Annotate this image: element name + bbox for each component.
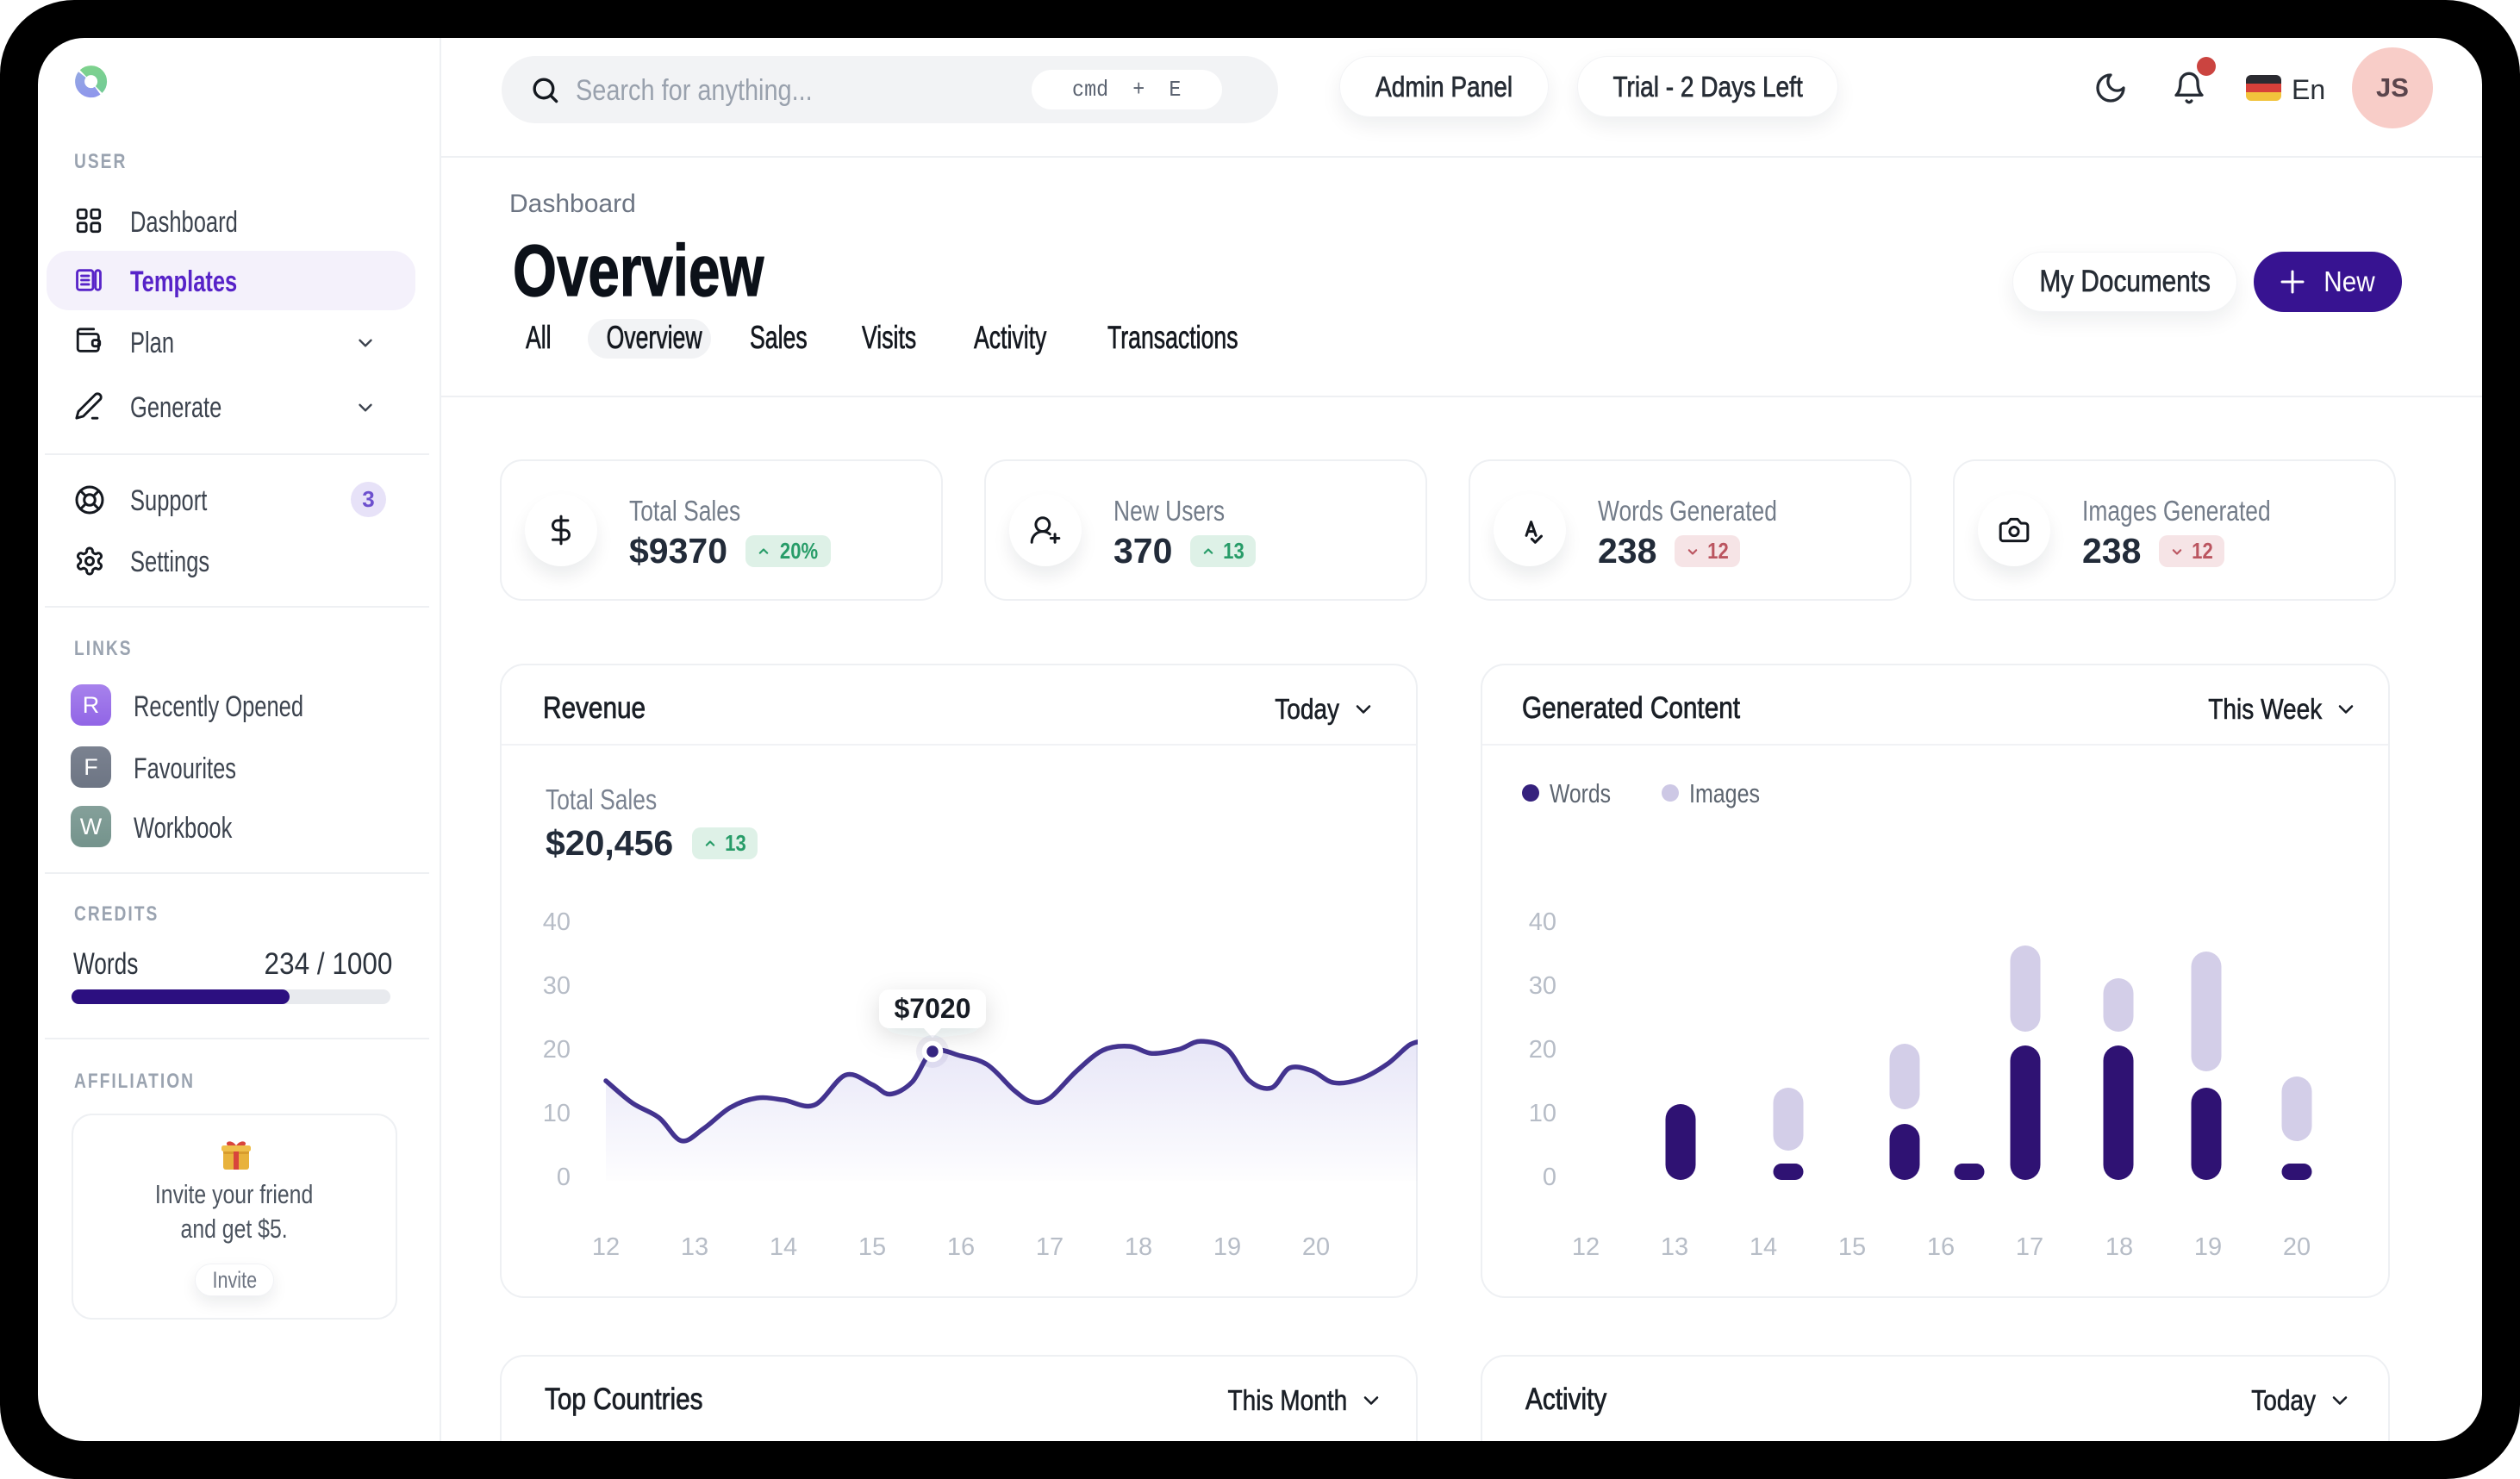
svg-text:18: 18 (1125, 1233, 1152, 1261)
svg-text:20: 20 (1302, 1233, 1330, 1261)
svg-text:$7020: $7020 (895, 993, 971, 1024)
svg-text:40: 40 (543, 908, 571, 936)
svg-text:12: 12 (592, 1233, 620, 1261)
svg-text:Images: Images (1689, 778, 1760, 808)
svg-text:10: 10 (543, 1100, 571, 1127)
svg-text:16: 16 (1927, 1233, 1955, 1261)
svg-text:40: 40 (1529, 908, 1556, 936)
svg-text:15: 15 (1838, 1233, 1866, 1261)
svg-text:12: 12 (1572, 1233, 1600, 1261)
svg-text:30: 30 (543, 972, 571, 1000)
svg-text:20: 20 (543, 1036, 571, 1064)
svg-text:13: 13 (1661, 1233, 1688, 1261)
svg-text:30: 30 (1529, 972, 1556, 1000)
svg-text:20: 20 (2283, 1233, 2311, 1261)
svg-text:0: 0 (557, 1164, 571, 1191)
svg-text:10: 10 (1529, 1100, 1556, 1127)
svg-text:19: 19 (2194, 1233, 2222, 1261)
svg-text:17: 17 (1036, 1233, 1064, 1261)
svg-text:0: 0 (1543, 1164, 1556, 1191)
svg-text:Words: Words (1550, 778, 1611, 808)
svg-text:17: 17 (2016, 1233, 2043, 1261)
svg-text:18: 18 (2105, 1233, 2133, 1261)
svg-text:20: 20 (1529, 1036, 1556, 1064)
svg-text:16: 16 (947, 1233, 975, 1261)
svg-text:14: 14 (770, 1233, 797, 1261)
svg-text:15: 15 (858, 1233, 886, 1261)
svg-text:13: 13 (681, 1233, 708, 1261)
svg-text:19: 19 (1213, 1233, 1241, 1261)
svg-text:14: 14 (1750, 1233, 1777, 1261)
